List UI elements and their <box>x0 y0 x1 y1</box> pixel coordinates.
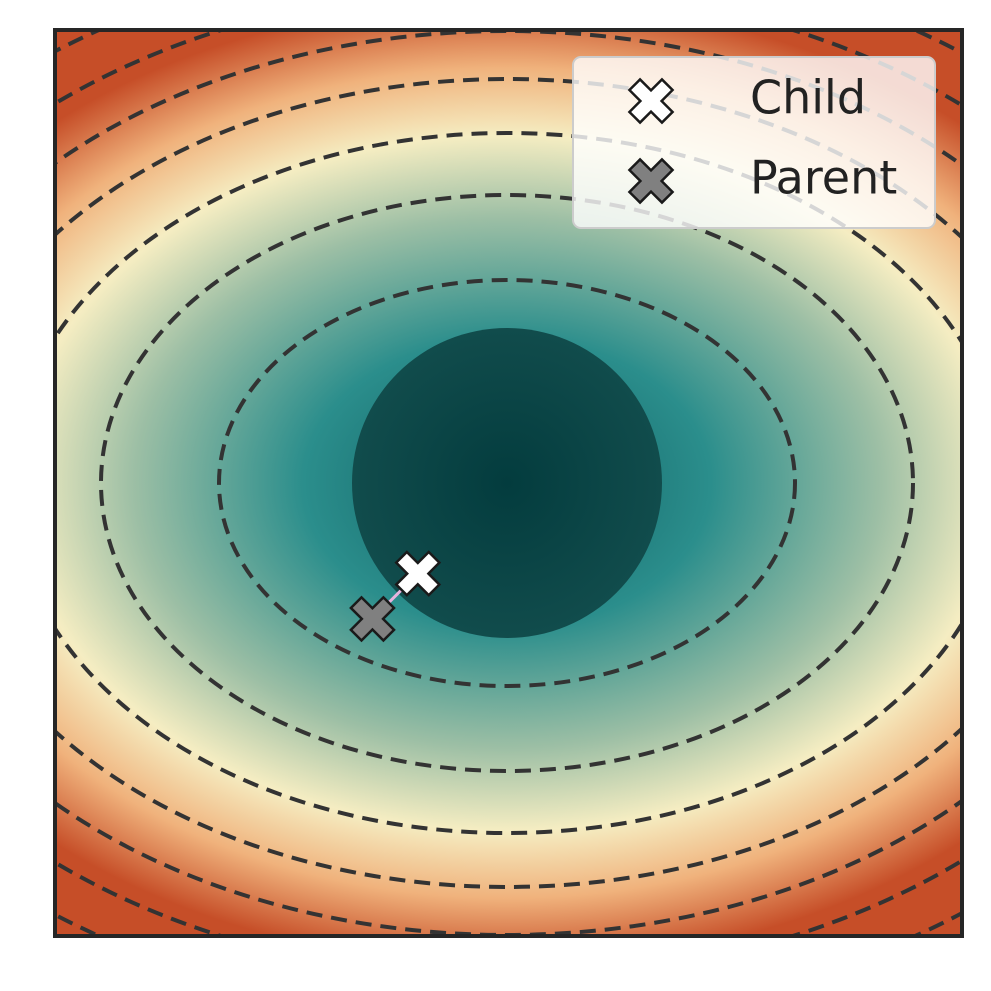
legend-label: Child <box>750 71 866 125</box>
contour <box>55 131 962 835</box>
plot-frame <box>53 28 964 938</box>
contour <box>99 193 915 773</box>
markers <box>349 550 442 643</box>
legend-marker <box>627 77 675 125</box>
scatter-point <box>394 550 442 597</box>
legend: Child Parent <box>627 71 897 205</box>
legend-marker <box>627 157 675 205</box>
contour <box>217 278 797 688</box>
legend-label: Parent <box>750 151 897 205</box>
scatter-point <box>349 595 396 643</box>
